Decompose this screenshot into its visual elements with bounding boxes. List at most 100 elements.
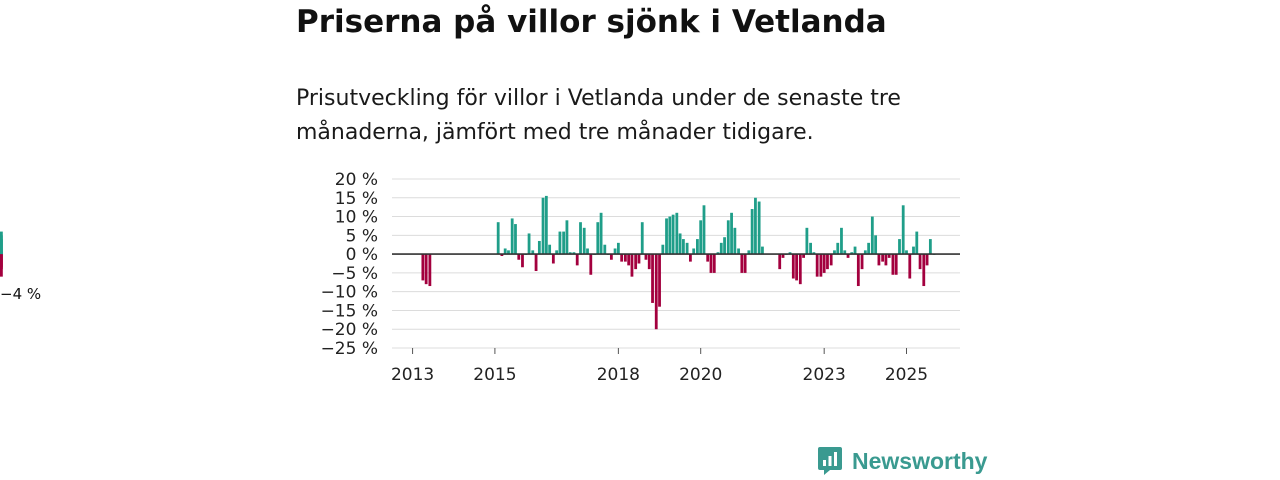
last-value-label: −4 % — [0, 285, 41, 303]
bar — [599, 212, 603, 255]
bar — [922, 254, 926, 287]
bar — [709, 254, 713, 273]
bar — [853, 246, 857, 255]
bar — [654, 254, 658, 330]
bar — [747, 250, 751, 255]
bar — [908, 254, 912, 279]
bar — [712, 254, 716, 273]
bar — [627, 254, 631, 266]
bar — [867, 242, 871, 255]
bar — [826, 254, 829, 270]
bar — [572, 252, 576, 255]
bar — [586, 248, 589, 255]
bar — [881, 254, 885, 262]
newsworthy-brand[interactable]: Newsworthy — [816, 446, 987, 476]
bar — [918, 254, 922, 270]
bar — [802, 254, 805, 258]
bar — [730, 212, 733, 255]
bar — [884, 254, 888, 266]
bar — [840, 227, 843, 255]
bar — [421, 254, 425, 281]
bar — [788, 252, 792, 255]
bar — [0, 250, 3, 255]
bar — [846, 254, 850, 258]
bar — [620, 254, 624, 262]
bar — [874, 235, 878, 255]
bar — [798, 254, 802, 285]
bar — [575, 254, 579, 266]
bar — [640, 222, 644, 255]
bar — [781, 254, 785, 258]
bar — [0, 235, 3, 255]
bar — [562, 231, 566, 255]
bar — [743, 254, 747, 273]
bar — [534, 254, 538, 272]
bar — [716, 252, 720, 255]
bar — [568, 252, 572, 255]
bar — [812, 252, 816, 255]
bar — [537, 240, 541, 255]
bar — [702, 205, 706, 255]
bar — [891, 254, 895, 275]
bar — [558, 231, 562, 255]
bar — [531, 250, 535, 255]
bar — [877, 254, 881, 266]
bar — [696, 239, 699, 255]
y-tick-label: −10 % — [321, 283, 378, 303]
brand-name: Newsworthy — [852, 447, 988, 474]
y-tick-label: −20 % — [321, 320, 378, 340]
bar — [514, 224, 517, 255]
x-tick-label: 2018 — [597, 365, 640, 385]
newsworthy-logo-icon — [818, 447, 842, 475]
y-tick-label: −5 % — [331, 264, 378, 284]
bar — [548, 244, 552, 255]
bar — [661, 244, 665, 255]
x-tick-label: 2013 — [391, 365, 434, 385]
bar — [689, 254, 692, 262]
bar — [761, 246, 764, 255]
x-tick-label: 2025 — [885, 365, 928, 385]
bar — [805, 227, 809, 255]
bar — [685, 242, 689, 255]
bar — [517, 254, 521, 260]
bar — [541, 197, 545, 255]
bar — [791, 254, 795, 279]
bar — [850, 252, 854, 255]
bar — [829, 254, 833, 266]
bar — [623, 254, 627, 262]
bar — [675, 212, 679, 255]
bar — [863, 250, 867, 255]
bar — [822, 254, 826, 273]
bar — [740, 254, 744, 273]
bar — [555, 250, 559, 255]
bar — [809, 242, 812, 255]
bar — [856, 254, 860, 287]
bar — [671, 214, 675, 255]
bar — [658, 254, 661, 307]
bar — [726, 220, 730, 255]
bar — [428, 254, 432, 287]
bar — [634, 254, 638, 270]
bar — [833, 250, 836, 255]
bar — [647, 254, 651, 270]
y-tick-label: 5 % — [346, 226, 378, 246]
bar — [905, 250, 908, 255]
bar — [795, 254, 798, 281]
bar — [925, 254, 929, 266]
bar — [901, 205, 905, 255]
y-tick-label: −15 % — [321, 301, 378, 321]
bar — [843, 250, 847, 255]
bar — [616, 242, 620, 255]
bar — [928, 239, 932, 255]
bar — [637, 254, 641, 264]
bar — [733, 227, 737, 255]
bar — [757, 201, 761, 255]
bar — [521, 254, 524, 268]
y-tick-label: 0 % — [346, 245, 378, 265]
bar — [507, 250, 510, 255]
bar — [754, 197, 757, 255]
x-tick-label: 2020 — [679, 365, 722, 385]
bar — [551, 254, 555, 264]
bar — [678, 233, 682, 255]
bar — [544, 195, 548, 255]
